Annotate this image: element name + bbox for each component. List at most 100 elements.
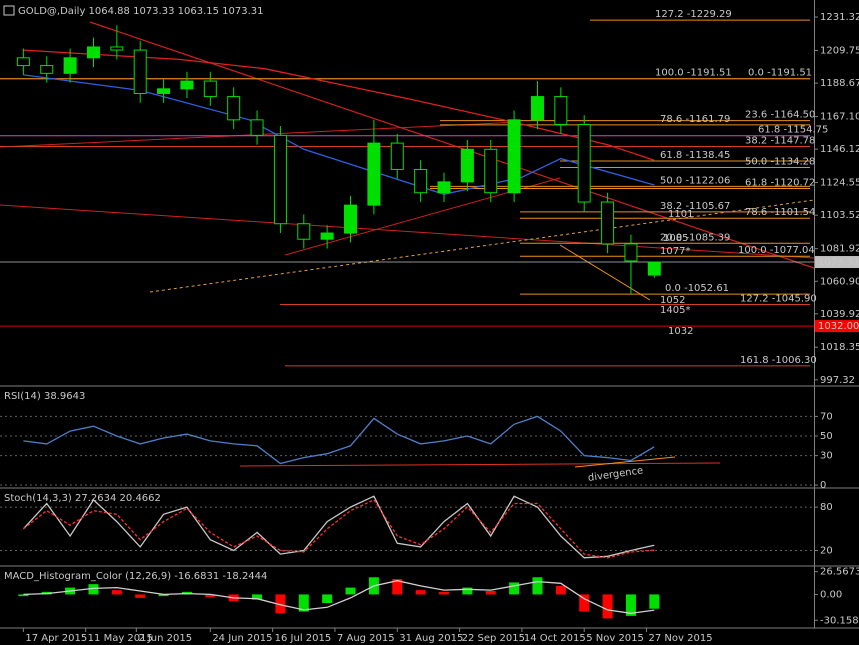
x-tick-label: 22 Sep 2015 [462,633,525,644]
series-line [23,49,655,161]
panel-title: Stoch(14,3,3) 27.2634 20.4662 [4,493,161,504]
histogram-bar [439,591,449,595]
fib-label: 20.0 -1085.39 [660,232,730,243]
y-tick-label: 20 [820,546,833,557]
y-tick-label: 1018.35 [820,342,859,353]
fib-label: 161.8 -1006.30 [740,355,817,366]
y-tick-label: 1039.92 [820,309,859,320]
price-label: 1073.31 [818,257,859,268]
fib-label: 61.8 -1120.72 [745,178,815,189]
rsi-trendline [239,462,721,467]
x-tick-label: 17 Apr 2015 [25,633,87,644]
candle-body [63,57,77,74]
fib-label: 127.2 -1229.29 [655,9,732,20]
histogram-bar [532,577,543,595]
y-tick-label: 1103.52 [820,210,859,221]
candle-body [390,142,404,170]
histogram-bar [602,594,613,619]
candle-body [133,49,147,94]
candle-body [40,65,54,74]
candle-body [320,232,334,240]
fib-label: 78.6 -1161.79 [660,114,730,125]
annotation: 1077* [660,246,690,257]
candle-body [530,96,544,121]
y-tick-label: 1188.67 [820,78,859,89]
y-tick-label: 26.5673 [820,567,859,578]
fib-label: 0.0 -1052.61 [665,283,729,294]
histogram-bar [649,594,660,609]
y-tick-label: 1146.12 [820,144,859,155]
candle-body [180,80,194,90]
candle-body [297,223,311,240]
fib-label: 100.0 -1077.04 [738,245,815,256]
fib-label: 50.0 -1122.06 [660,175,730,186]
panel-title: RSI(14) 38.9643 [4,391,85,402]
fib-label: 61.8 -1154.75 [758,125,828,136]
fib-label: 23.6 -1164.50 [745,110,815,121]
histogram-bar [509,582,520,595]
histogram-bar [205,594,216,597]
fib-label: 78.6 -1101.54 [745,207,815,218]
x-tick-label: 27 Nov 2015 [649,633,713,644]
histogram-bar [322,594,333,603]
y-tick-label: 1081.92 [820,244,859,255]
panel: 1231.32 1209.75 1188.67 1167.10 1146.12 1124.… [0,5,859,386]
histogram-bar [88,584,99,595]
histogram-bar [252,594,263,600]
annotation: 1101 [668,209,693,220]
fib-label: 127.2 -1045.90 [740,294,817,305]
price-label-box [815,256,859,269]
x-tick-label: 16 Jul 2015 [275,633,332,644]
histogram-bar [462,587,473,595]
trendline [559,244,651,301]
y-tick-label: 997.32 [820,375,855,386]
series-line [23,415,655,465]
histogram-bar [485,591,496,595]
candle-body [344,204,358,234]
annotation: 1032 [668,326,693,337]
fib-label: 50.0 -1134.28 [745,156,815,167]
candle-body [273,134,287,225]
y-tick-label: 1231.32 [820,12,859,23]
annotation: 1405* [660,305,690,316]
candle-body [624,243,638,262]
candle-body [507,119,521,194]
candle-body [16,57,30,67]
trendline [149,199,815,293]
series-line [23,580,655,614]
panel-title: GOLD@,Daily 1064.88 1073.33 1063.15 1073… [18,6,264,17]
histogram-bar [275,594,286,614]
candle-body [110,46,124,51]
histogram-bar [392,579,403,595]
fib-label: 100.0 -1191.51 [655,68,732,79]
symbol-icon [3,5,15,16]
histogram-bar [415,590,426,595]
y-tick-label: 80 [820,502,833,513]
y-tick-label: 1060.90 [820,276,859,287]
rsi-trendline [574,456,676,468]
histogram-bar [298,594,309,612]
candle-body [414,168,428,194]
y-tick-label: -30.1585 [820,615,859,626]
series-line [23,499,655,559]
price-label-box [815,320,859,333]
candle-body [554,96,568,125]
x-tick-label: 5 Nov 2015 [586,633,644,644]
x-tick-label: 2 Jun 2015 [138,633,192,644]
x-tick-label: 14 Oct 2015 [524,633,586,644]
candle-body [577,123,591,203]
y-tick-label: 0 [820,480,826,491]
histogram-bar [579,594,590,612]
candle-body [647,261,661,276]
candle-body [437,181,451,194]
fib-label: 38.2 -1147.78 [745,136,815,147]
candle-body [250,119,264,136]
candle-body [367,142,381,206]
trendline [0,204,815,259]
y-tick-label: 1209.75 [820,45,859,56]
fib-label: 61.8 -1138.45 [660,150,730,161]
